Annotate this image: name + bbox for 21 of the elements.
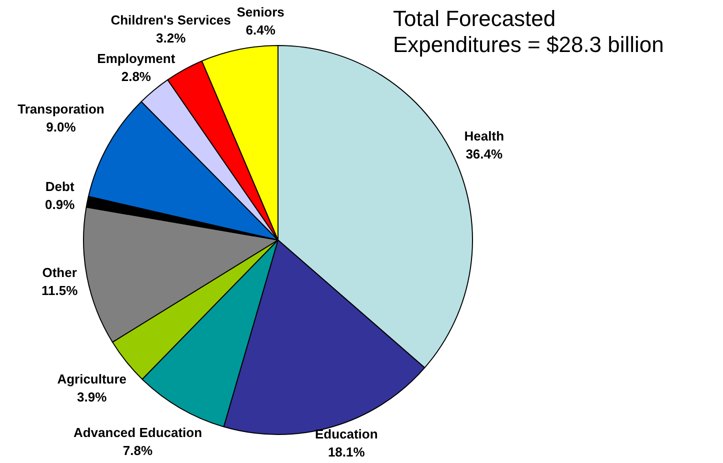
data-label: 11.5% — [41, 282, 78, 298]
data-label: 6.4% — [246, 22, 276, 38]
data-label: 3.9% — [77, 390, 108, 405]
data-label: 2.8% — [121, 69, 152, 84]
data-label: 7.8% — [122, 443, 153, 458]
slice-label: Seniors — [236, 4, 284, 20]
data-label: 9.0% — [46, 119, 76, 134]
slice-label: Debt — [45, 178, 75, 194]
slice-label: Employment — [97, 51, 176, 66]
slice-label: Agriculture — [57, 372, 127, 387]
data-label: 36.4% — [466, 146, 504, 162]
data-label: 18.1% — [328, 444, 366, 460]
data-label: 0.9% — [45, 196, 76, 212]
slice-label: Other — [42, 264, 77, 280]
slice-label: Health — [464, 128, 504, 144]
data-label: 3.2% — [156, 30, 186, 46]
slice-label: Advanced Education — [73, 425, 202, 440]
slice-label: Transporation — [18, 101, 104, 116]
slice-label: Education — [314, 426, 378, 442]
slice-label: Children's Services — [110, 12, 231, 28]
text: Total Forecasted Expenditures = $28.3 billion — [393, 6, 664, 58]
